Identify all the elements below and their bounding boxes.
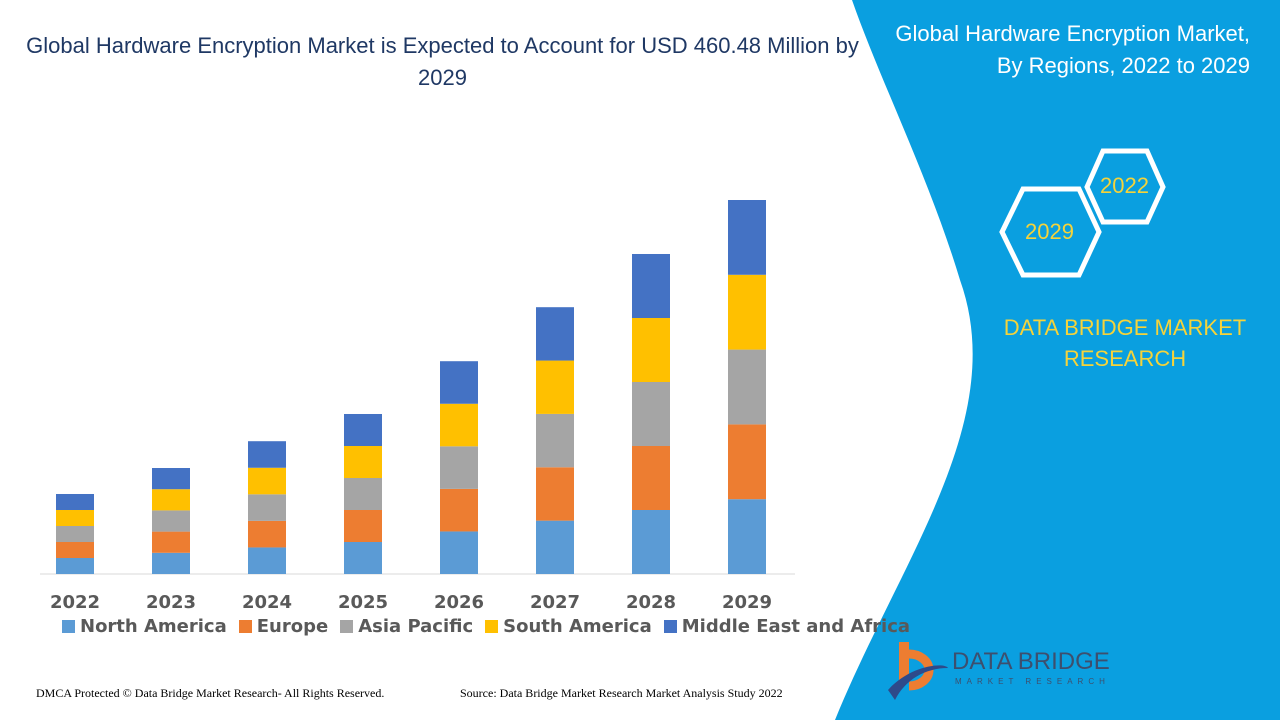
hex-label-2029: 2029 [1025, 219, 1074, 244]
bar-segment-2023-asia-pacific [152, 510, 190, 532]
bar-segment-2029-north-america [728, 499, 766, 574]
x-tick-label: 2027 [530, 592, 580, 613]
x-tick-label: 2026 [434, 592, 484, 613]
bar-segment-2023-middle-east-and-africa [152, 468, 190, 490]
bar-segment-2029-europe [728, 424, 766, 500]
bar-segment-2022-north-america [56, 557, 94, 574]
x-tick-label: 2029 [722, 592, 772, 613]
legend-swatch [340, 620, 354, 633]
x-tick-label: 2025 [338, 592, 388, 613]
bar-segment-2028-south-america [632, 317, 670, 382]
legend-label: Europe [256, 616, 329, 637]
bar-segment-2022-middle-east-and-africa [56, 493, 94, 510]
bar-segment-2029-asia-pacific [728, 349, 766, 425]
bar-segment-2027-middle-east-and-africa [536, 307, 574, 361]
footer-source: Source: Data Bridge Market Research Mark… [460, 686, 783, 700]
bar-segment-2027-europe [536, 467, 574, 521]
legend-label: North America [80, 616, 227, 637]
legend-label: South America [503, 616, 652, 637]
x-tick-label: 2028 [626, 592, 676, 613]
bar-segment-2029-south-america [728, 274, 766, 350]
brand-line-2: RESEARCH [1063, 346, 1187, 371]
bar-segment-2026-europe [440, 488, 478, 532]
stacked-bar-chart: 2022 2023 2024 2025 2026 2027 2028 2029 [40, 200, 795, 613]
legend-swatch [485, 620, 499, 633]
bar-segment-2024-south-america [248, 467, 286, 495]
legend-item: North America [62, 616, 227, 637]
bar-segment-2026-north-america [440, 531, 478, 574]
legend-swatch [663, 620, 677, 633]
bar-segment-2028-middle-east-and-africa [632, 253, 670, 318]
logo-name: DATA BRIDGE [952, 648, 1110, 675]
bar-segment-2026-middle-east-and-africa [440, 361, 478, 404]
bar-segment-2022-asia-pacific [56, 525, 94, 542]
bar-segment-2022-europe [56, 541, 94, 558]
brand-line-1: DATA BRIDGE MARKET [1003, 315, 1247, 340]
bar-segment-2023-north-america [152, 552, 190, 574]
legend-label: Middle East and Africa [681, 616, 911, 637]
bar-segment-2027-asia-pacific [536, 413, 574, 468]
bar-segment-2023-europe [152, 531, 190, 553]
logo-icon [888, 642, 948, 700]
bar-segment-2028-asia-pacific [632, 381, 670, 446]
bar-segment-2025-middle-east-and-africa [344, 413, 382, 446]
hexagon-2029 [999, 186, 1102, 278]
legend-label: Asia Pacific [358, 616, 474, 637]
bar-segment-2024-north-america [248, 547, 286, 574]
bar-segment-2028-north-america [632, 509, 670, 574]
brand-text: DATA BRIDGE MARKET RESEARCH [985, 312, 1265, 374]
legend: North America Europe Asia Pacific South Ame… [62, 616, 910, 637]
footer-copyright: DMCA Protected © Data Bridge Market Rese… [36, 686, 385, 700]
legend-item: Middle East and Africa [663, 616, 911, 637]
legend-swatch [62, 620, 75, 633]
logo-subtitle: MARKET RESEARCH [955, 677, 1110, 686]
bar-segment-2023-south-america [152, 489, 190, 511]
bar-segment-2025-north-america [344, 541, 382, 574]
hex-label-2022: 2022 [1100, 173, 1149, 198]
legend-item: Europe [238, 616, 329, 637]
chart-title: Global Hardware Encryption Market is Exp… [26, 33, 859, 90]
legend-item: South America [485, 616, 652, 637]
bar-segment-2028-europe [632, 445, 670, 510]
bar-segment-2024-middle-east-and-africa [248, 441, 286, 468]
x-tick-label: 2022 [50, 592, 100, 613]
x-tick-label: 2024 [242, 592, 292, 613]
bar-segment-2027-south-america [536, 360, 574, 414]
bar-segment-2025-asia-pacific [344, 477, 382, 510]
x-tick-label: 2023 [146, 592, 196, 613]
legend-item: Asia Pacific [340, 616, 473, 637]
bar-segment-2022-south-america [56, 509, 94, 526]
bar-segment-2024-asia-pacific [248, 494, 286, 521]
hexagon-2022 [1084, 148, 1166, 225]
bar-segment-2027-north-america [536, 520, 574, 574]
bar-segment-2024-europe [248, 520, 286, 548]
bar-segment-2026-south-america [440, 403, 478, 447]
bar-segment-2025-south-america [344, 445, 382, 478]
bar-segment-2029-middle-east-and-africa [728, 200, 766, 275]
panel-title: Global Hardware Encryption Market, By Re… [895, 21, 1250, 78]
legend-swatch [238, 620, 252, 633]
bar-segment-2026-asia-pacific [440, 446, 478, 489]
bar-segment-2025-europe [344, 509, 382, 542]
